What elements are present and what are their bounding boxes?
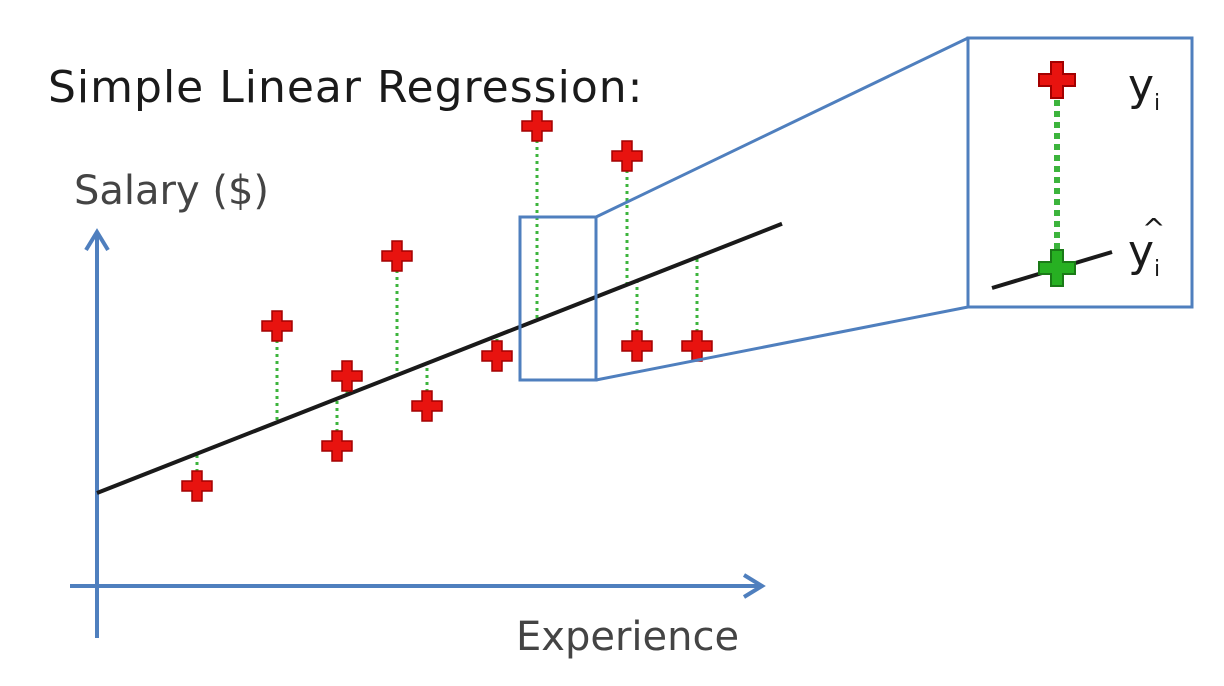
predicted-point-icon xyxy=(1038,249,1076,287)
predicted-value-hat: ^ xyxy=(1142,212,1166,245)
x-axis-label: Experience xyxy=(516,614,740,660)
data-point xyxy=(261,310,293,342)
data-points xyxy=(181,110,713,502)
data-point xyxy=(481,340,513,372)
actual-value-subscript: i xyxy=(1154,91,1161,116)
x-axis-arrow-icon xyxy=(742,573,766,599)
residual-lines xyxy=(195,126,699,486)
highlight-box xyxy=(518,215,598,382)
data-point xyxy=(181,470,213,502)
data-point xyxy=(521,110,553,142)
predicted-value-symbol: y xyxy=(1128,226,1155,277)
actual-value-symbol: y xyxy=(1128,60,1155,111)
callout-connector-top xyxy=(595,36,969,219)
data-point xyxy=(331,360,363,392)
actual-value-label: yi xyxy=(1128,60,1160,116)
y-axis-label: Salary ($) xyxy=(74,168,270,214)
data-point xyxy=(611,140,643,172)
data-point xyxy=(681,330,713,362)
data-point xyxy=(621,330,653,362)
data-point xyxy=(381,240,413,272)
y-axis-arrow-icon xyxy=(84,228,110,252)
diagram-title: Simple Linear Regression: xyxy=(48,62,644,113)
regression-line xyxy=(96,221,783,495)
actual-point-icon xyxy=(1038,61,1076,99)
callout-connector-bottom xyxy=(595,305,969,382)
predicted-value-label: y ^ i xyxy=(1128,212,1165,282)
data-point xyxy=(321,430,353,462)
data-point xyxy=(411,390,443,422)
callout xyxy=(518,36,1194,382)
predicted-value-subscript: i xyxy=(1154,257,1161,282)
